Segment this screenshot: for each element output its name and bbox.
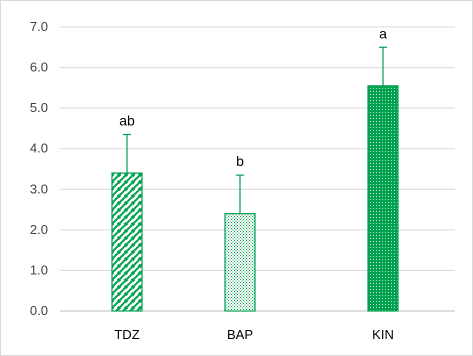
significance-label: b — [236, 153, 244, 169]
y-tick-label: 5.0 — [30, 100, 48, 115]
y-tick-label: 1.0 — [30, 262, 48, 277]
y-tick-label: 3.0 — [30, 181, 48, 196]
category-label: BAP — [227, 327, 253, 342]
y-tick-label: 7.0 — [30, 19, 48, 34]
y-tick-label: 0.0 — [30, 303, 48, 318]
significance-label: a — [379, 25, 387, 41]
y-tick-label: 4.0 — [30, 141, 48, 156]
bar-bap — [224, 213, 256, 312]
category-label: KIN — [372, 327, 394, 342]
bars — [111, 46, 399, 312]
y-tick-label: 6.0 — [30, 60, 48, 75]
y-tick-label: 2.0 — [30, 222, 48, 237]
category-labels: ab TDZ b BAP a KIN — [114, 25, 393, 342]
bar-tdz — [111, 172, 143, 312]
bar-kin — [367, 85, 399, 312]
significance-label: ab — [119, 113, 135, 129]
y-axis-ticks: 0.0 1.0 2.0 3.0 4.0 5.0 6.0 7.0 — [30, 19, 48, 318]
category-label: TDZ — [114, 327, 139, 342]
